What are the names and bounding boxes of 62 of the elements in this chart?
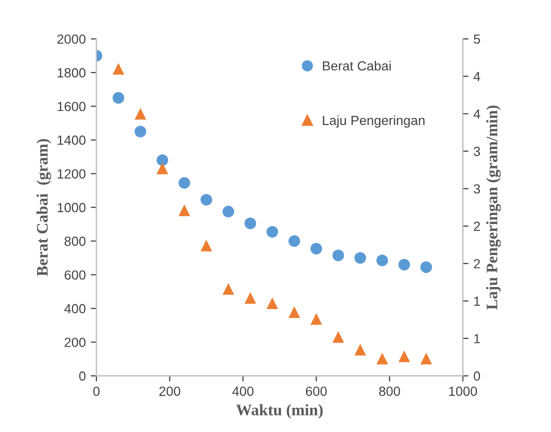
point	[332, 250, 344, 262]
y-tick-label: 200	[64, 338, 86, 348]
x-tick-label: 800	[379, 386, 400, 396]
point	[376, 254, 388, 266]
point	[244, 292, 256, 304]
point	[112, 92, 124, 104]
y2-tick-label: 1	[474, 334, 480, 344]
y2-tick-label: 2	[474, 222, 480, 231]
y-tick-label: 800	[64, 236, 86, 246]
y-tick-label: 600	[64, 270, 86, 280]
y2-tick-label: 3	[474, 146, 480, 156]
point	[222, 206, 234, 218]
point	[200, 194, 212, 206]
x-tick-label: 400	[232, 386, 254, 396]
y-tick-label: 2000	[57, 34, 86, 44]
point	[288, 306, 300, 318]
point	[134, 126, 146, 138]
point	[178, 177, 190, 189]
x-tick-label: 0	[93, 386, 100, 396]
y-axis-title: Berat Cabai (gram)	[36, 139, 52, 276]
point	[266, 297, 278, 310]
point	[288, 235, 300, 247]
point	[156, 154, 168, 166]
legend-label: Berat Cabai	[322, 60, 391, 71]
y2-tick-label: 5	[474, 34, 480, 44]
point	[398, 258, 410, 270]
y-tick-label: 1600	[58, 102, 86, 112]
point	[266, 226, 278, 238]
point	[134, 108, 146, 120]
point	[222, 283, 234, 295]
legend-label: Laju Pengeringan	[322, 115, 424, 128]
y-tick-label: 1200	[58, 169, 86, 179]
y2-tick-label: 3	[474, 184, 480, 194]
y-tick-label: 1800	[58, 68, 86, 78]
y2-tick-label: 1	[474, 296, 480, 306]
point	[398, 350, 410, 362]
point	[156, 162, 168, 174]
point	[112, 63, 124, 75]
point	[178, 204, 190, 216]
point	[376, 352, 388, 364]
y2-tick-label: 2	[474, 259, 480, 268]
y-tick-label: 1400	[58, 136, 86, 145]
point	[354, 252, 366, 264]
point	[420, 352, 432, 364]
y2-tick-label: 4	[474, 72, 480, 82]
point	[200, 240, 212, 252]
y-tick-label: 0	[79, 371, 86, 381]
y-tick-label: 1000	[58, 202, 86, 212]
point	[354, 344, 366, 356]
point	[420, 261, 432, 273]
y-tick-label: 400	[64, 304, 86, 314]
x-tick-label: 1000	[449, 386, 477, 396]
x-tick-label: 200	[159, 386, 180, 396]
point	[244, 218, 256, 230]
point	[310, 313, 322, 325]
y2-tick-label: 4	[474, 109, 480, 119]
point	[332, 331, 344, 343]
y2-tick-label: 0	[474, 371, 480, 381]
x-axis-title: Waktu (min)	[236, 404, 323, 419]
x-tick-label: 600	[306, 386, 327, 396]
y2-axis-title: Laju Pengeringan (gram/min)	[486, 106, 501, 310]
point	[310, 242, 322, 254]
